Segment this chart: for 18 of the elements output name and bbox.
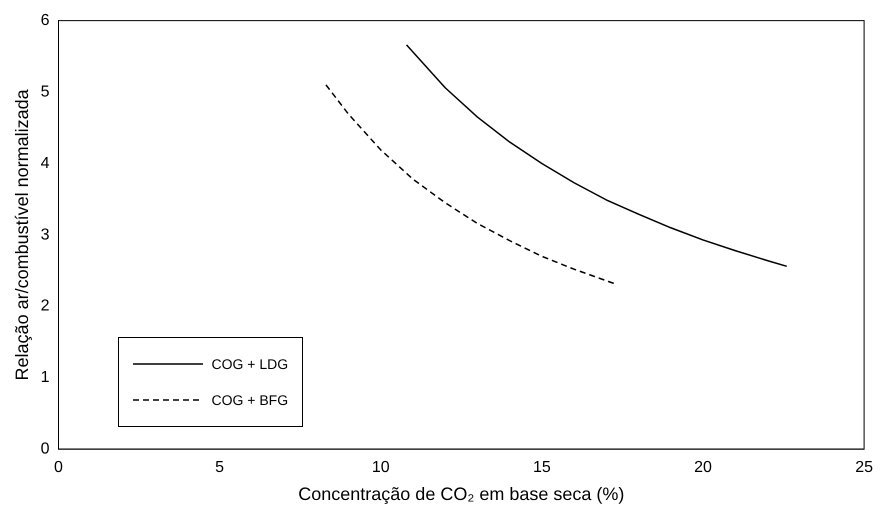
y-axis-title: Relação ar/combustível normalizada (12, 88, 32, 380)
x-tick-label: 15 (532, 459, 551, 476)
y-tick-label: 6 (40, 12, 50, 30)
line-series (325, 84, 617, 285)
x-tick-label: 10 (372, 459, 390, 476)
x-tick-label: 20 (694, 459, 712, 476)
x-axis-title: Concentração de CO₂ em base seca (%) (298, 484, 624, 504)
y-tick-label: 4 (40, 154, 50, 172)
y-tick-label: 5 (40, 83, 50, 100)
y-tick-label: 2 (40, 298, 50, 315)
x-tick-label: 25 (855, 459, 874, 476)
y-tick-label: 3 (40, 226, 50, 244)
y-tick-label: 0 (40, 440, 50, 458)
x-tick-label: 5 (215, 459, 224, 476)
legend-label: COG + LDG (211, 356, 288, 372)
x-tick-label: 0 (54, 459, 64, 476)
y-tick-label: 1 (40, 369, 50, 386)
legend-label: COG + BFG (211, 392, 288, 408)
